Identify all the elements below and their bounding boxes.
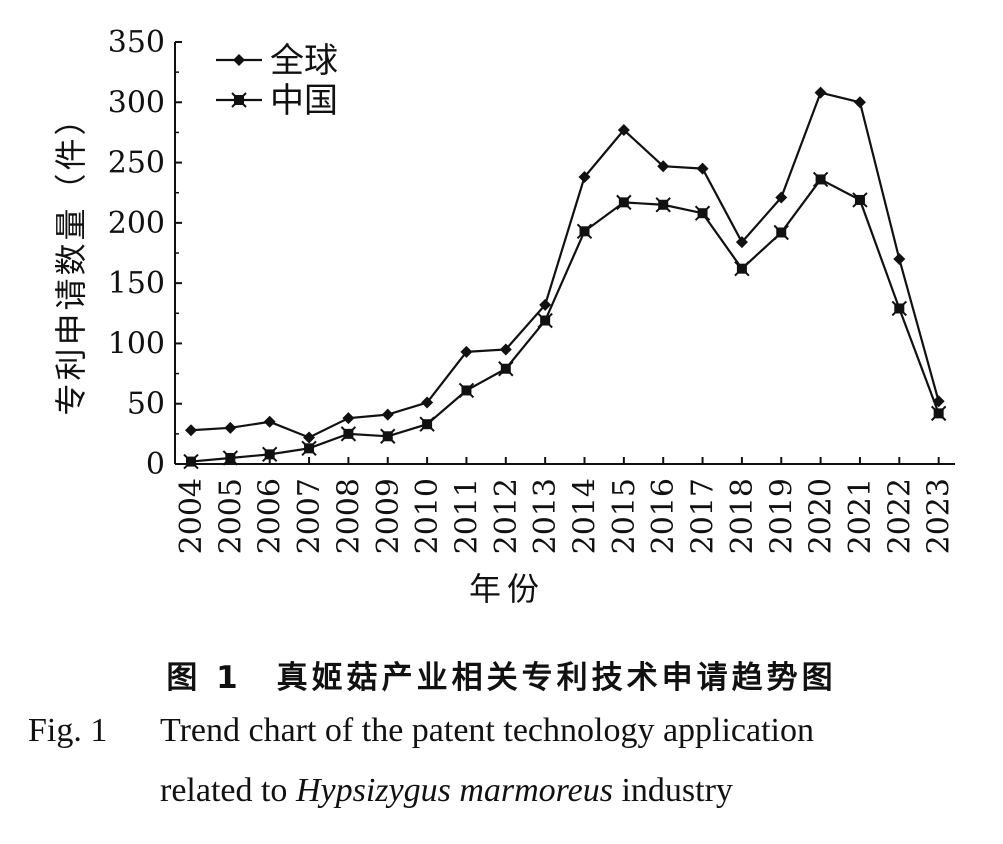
- data-point-cross: [498, 361, 514, 377]
- x-tick-label: 2020: [804, 478, 839, 554]
- data-point-cross: [380, 428, 396, 444]
- data-point: [185, 424, 197, 437]
- data-point-cross: [183, 453, 199, 470]
- data-point: [224, 421, 237, 434]
- y-tick-label: 0: [146, 447, 165, 482]
- caption-text-pre: related to: [160, 772, 296, 809]
- x-tick-label: 2022: [882, 478, 917, 554]
- y-tick-label: 300: [108, 85, 165, 120]
- figure-number: Fig. 1: [28, 712, 108, 749]
- x-tick-label: 2006: [253, 478, 288, 554]
- data-point-cross: [812, 171, 829, 188]
- x-tick-label: 2017: [686, 478, 721, 554]
- data-point-cross: [616, 194, 632, 211]
- figure-caption-chinese: 图 1 真姬菇产业相关专利技术申请趋势图: [166, 660, 837, 696]
- data-point: [381, 408, 394, 421]
- y-tick-label: 150: [108, 266, 165, 301]
- data-point-cross: [852, 192, 868, 208]
- x-tick-label: 2011: [449, 478, 484, 554]
- data-point-cross: [419, 416, 435, 432]
- x-tick-label: 2014: [568, 478, 603, 554]
- data-point-cross: [891, 300, 908, 317]
- data-point: [775, 191, 788, 204]
- data-point: [499, 343, 512, 356]
- data-point-cross: [340, 426, 357, 442]
- data-point: [853, 96, 866, 109]
- legend-label: 全球: [270, 41, 338, 81]
- caption-title-line1: Trend chart of the patent technology app…: [160, 712, 815, 749]
- data-point-cross: [694, 205, 711, 221]
- x-tick-label: 2009: [371, 478, 406, 554]
- y-ticks: 0 50 100 150 200 250 300 350: [108, 25, 182, 482]
- y-tick-label: 50: [127, 387, 165, 422]
- data-point: [735, 236, 748, 249]
- data-point-cross: [458, 382, 475, 399]
- species-name: Hypsizygus marmoreus: [295, 772, 613, 809]
- x-tick-label: 2007: [292, 478, 327, 554]
- legend-label: 中国: [270, 81, 338, 121]
- data-point-cross: [301, 440, 317, 457]
- x-ticks: 2004 2005 2006 2007 2008 2009 2010 2011 2012 2013…: [174, 457, 957, 554]
- x-tick-label: 2013: [528, 478, 563, 554]
- x-tick-label: 2010: [410, 478, 445, 554]
- data-point: [263, 415, 276, 428]
- data-point-cross: [261, 446, 278, 463]
- x-tick-label: 2019: [764, 478, 799, 554]
- caption-text-post: industry: [612, 772, 733, 809]
- x-tick-label: 2023: [922, 478, 957, 554]
- y-tick-label: 200: [108, 206, 165, 241]
- x-tick-label: 2008: [331, 478, 366, 554]
- x-tick-label: 2012: [489, 478, 524, 554]
- series-line: [190, 178, 940, 463]
- data-point: [696, 162, 709, 175]
- x-tick-label: 2021: [843, 478, 878, 554]
- data-point-cross: [773, 224, 789, 241]
- x-tick-label: 2016: [646, 478, 681, 554]
- series-line: [190, 91, 940, 439]
- data-point-cross: [576, 223, 593, 240]
- data-point-cross: [930, 405, 947, 422]
- y-tick-label: 250: [108, 146, 165, 181]
- data-point: [814, 86, 827, 99]
- x-tick-label: 2015: [607, 478, 642, 554]
- data-point: [233, 54, 245, 66]
- data-point-cross: [231, 92, 247, 108]
- x-axis-label: 年份: [469, 570, 545, 608]
- data-point-cross: [655, 197, 671, 213]
- x-tick-label: 2005: [213, 478, 248, 554]
- caption-title-line2: related to Hypsizygus marmoreus industry: [160, 772, 733, 810]
- series-layer: [183, 86, 947, 470]
- series-square-x: [183, 171, 947, 470]
- x-tick-label: 2018: [725, 478, 760, 554]
- data-point: [893, 253, 906, 266]
- x-tick-label: 2004: [174, 478, 209, 554]
- data-point: [657, 160, 670, 173]
- y-axis-label: 专利申请数量（件）: [52, 100, 90, 415]
- data-point: [578, 171, 591, 184]
- y-tick-label: 100: [108, 326, 165, 361]
- y-tick-label: 350: [108, 25, 165, 60]
- data-point: [617, 124, 630, 137]
- data-point-cross: [734, 260, 750, 277]
- data-point: [342, 412, 355, 425]
- data-point: [303, 431, 316, 444]
- data-point-cross: [537, 312, 553, 329]
- data-point-cross: [222, 450, 239, 466]
- data-point: [460, 345, 473, 358]
- data-point: [539, 298, 552, 311]
- series-diamond: [185, 86, 945, 444]
- data-point: [421, 396, 434, 409]
